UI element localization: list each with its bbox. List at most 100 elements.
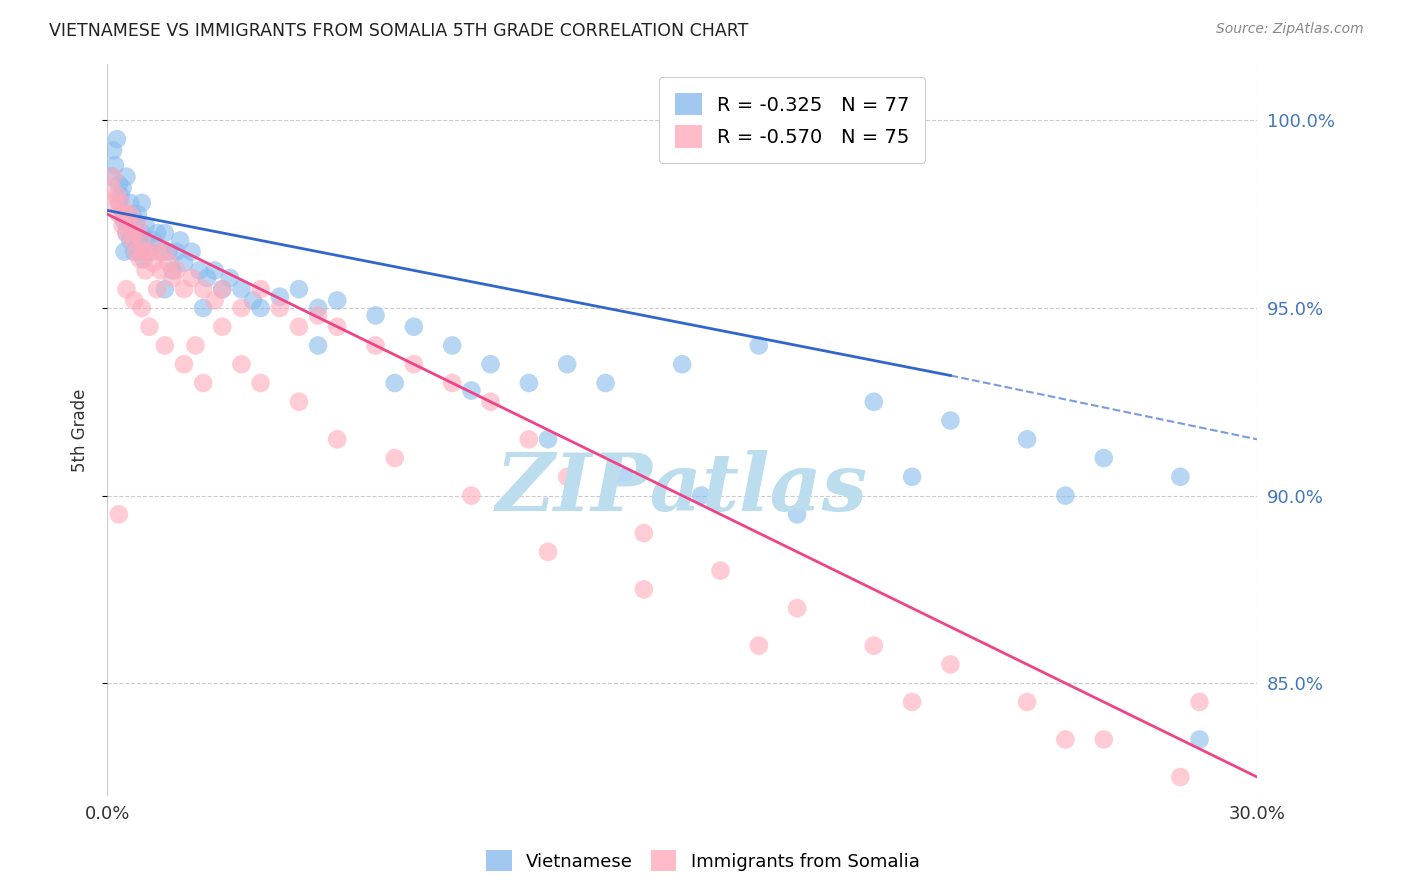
Point [537, 432, 560, 446]
Legend: Vietnamese, Immigrants from Somalia: Vietnamese, Immigrants from Somalia [479, 843, 927, 879]
Point [104, 195, 127, 210]
Point [517, 432, 540, 446]
Point [142, 256, 165, 270]
Point [120, 207, 142, 221]
Point [122, 244, 145, 259]
Point [105, 188, 128, 202]
Point [555, 357, 578, 371]
Point [107, 508, 129, 522]
Point [173, 357, 195, 371]
Point [135, 234, 157, 248]
Point [162, 263, 184, 277]
Point [288, 394, 311, 409]
Point [402, 319, 425, 334]
Point [110, 188, 132, 202]
Point [105, 132, 128, 146]
Point [131, 195, 153, 210]
Point [460, 489, 482, 503]
Point [1170, 770, 1192, 784]
Point [100, 169, 122, 184]
Point [180, 244, 202, 259]
Point [122, 293, 145, 308]
Point [269, 290, 291, 304]
Point [121, 207, 143, 221]
Point [115, 226, 138, 240]
Point [131, 226, 153, 240]
Point [786, 508, 808, 522]
Point [110, 195, 132, 210]
Point [939, 657, 962, 672]
Point [211, 319, 233, 334]
Point [191, 282, 214, 296]
Point [326, 293, 349, 308]
Point [384, 451, 406, 466]
Point [146, 226, 169, 240]
Point [107, 195, 129, 210]
Point [165, 244, 187, 259]
Point [188, 263, 211, 277]
Point [1092, 732, 1115, 747]
Point [149, 244, 172, 259]
Point [153, 282, 176, 296]
Point [326, 319, 349, 334]
Point [633, 526, 655, 541]
Point [127, 234, 149, 248]
Point [138, 244, 160, 259]
Point [288, 319, 311, 334]
Point [901, 470, 924, 484]
Text: ZIPatlas: ZIPatlas [496, 450, 869, 527]
Point [121, 234, 143, 248]
Y-axis label: 5th Grade: 5th Grade [72, 388, 89, 472]
Point [479, 394, 502, 409]
Point [517, 376, 540, 390]
Point [107, 207, 129, 221]
Point [111, 207, 134, 221]
Point [162, 271, 184, 285]
Point [307, 309, 329, 323]
Point [153, 338, 176, 352]
Point [219, 271, 242, 285]
Point [132, 252, 155, 267]
Point [748, 338, 770, 352]
Point [114, 244, 136, 259]
Point [132, 244, 155, 259]
Point [690, 489, 713, 503]
Point [249, 301, 271, 315]
Point [180, 271, 202, 285]
Point [1188, 695, 1211, 709]
Point [537, 545, 560, 559]
Point [146, 244, 169, 259]
Point [146, 282, 169, 296]
Point [633, 582, 655, 597]
Point [595, 376, 617, 390]
Point [125, 244, 148, 259]
Point [326, 432, 349, 446]
Point [1017, 695, 1039, 709]
Point [1188, 732, 1211, 747]
Point [402, 357, 425, 371]
Point [231, 282, 253, 296]
Legend: R = -0.325   N = 77, R = -0.570   N = 75: R = -0.325 N = 77, R = -0.570 N = 75 [659, 78, 925, 163]
Point [157, 256, 180, 270]
Point [1092, 451, 1115, 466]
Point [191, 301, 214, 315]
Point [231, 301, 253, 315]
Point [100, 181, 122, 195]
Point [138, 319, 160, 334]
Point [555, 470, 578, 484]
Point [173, 256, 195, 270]
Point [460, 384, 482, 398]
Point [364, 309, 387, 323]
Point [114, 214, 136, 228]
Point [138, 244, 160, 259]
Point [307, 301, 329, 315]
Text: VIETNAMESE VS IMMIGRANTS FROM SOMALIA 5TH GRADE CORRELATION CHART: VIETNAMESE VS IMMIGRANTS FROM SOMALIA 5T… [49, 22, 748, 40]
Point [441, 338, 464, 352]
Point [441, 376, 464, 390]
Point [101, 144, 124, 158]
Point [613, 470, 636, 484]
Point [479, 357, 502, 371]
Point [191, 376, 214, 390]
Point [131, 234, 153, 248]
Point [142, 234, 165, 248]
